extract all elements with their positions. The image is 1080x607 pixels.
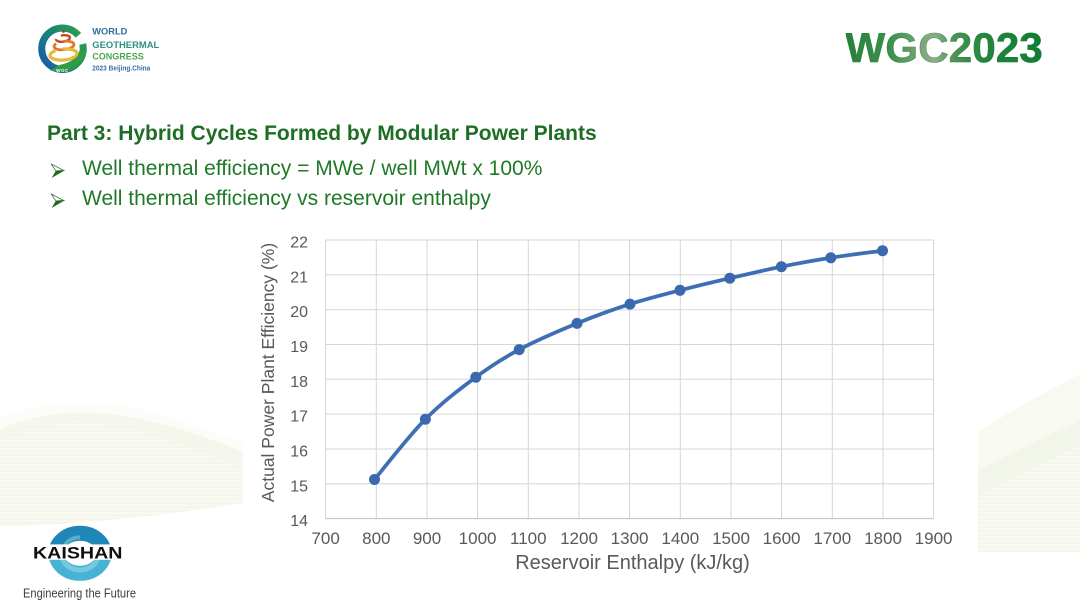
svg-text:800: 800 [362,529,390,548]
svg-text:GEOTHERMAL: GEOTHERMAL [92,40,159,51]
svg-text:900: 900 [413,529,441,548]
svg-text:Engineering the Future: Engineering the Future [23,586,136,601]
svg-text:1800: 1800 [864,529,902,548]
svg-text:16: 16 [290,444,308,461]
svg-text:2023 Beijing.China: 2023 Beijing.China [92,64,151,73]
svg-text:1300: 1300 [611,529,649,548]
svg-text:Actual Power Plant Efficiency: Actual Power Plant Efficiency (%) [258,243,278,502]
svg-text:18: 18 [290,374,308,391]
svg-text:15: 15 [290,478,308,495]
svg-text:1700: 1700 [813,529,851,548]
svg-text:WORLD: WORLD [92,27,128,37]
svg-text:17: 17 [290,409,308,426]
svg-text:1000: 1000 [459,529,497,548]
svg-text:1600: 1600 [763,529,801,548]
svg-text:1200: 1200 [560,529,598,548]
svg-text:1500: 1500 [712,529,750,548]
svg-text:14: 14 [290,513,308,530]
svg-text:19: 19 [290,339,308,356]
svg-text:Reservoir Enthalpy (kJ/kg): Reservoir Enthalpy (kJ/kg) [515,552,750,574]
svg-text:1400: 1400 [661,529,699,548]
svg-text:700: 700 [311,529,339,548]
svg-text:1100: 1100 [510,529,547,548]
svg-text:WGC: WGC [56,68,69,73]
svg-text:22: 22 [290,235,308,252]
svg-text:KAISHAN: KAISHAN [33,544,122,562]
svg-text:20: 20 [290,304,308,321]
svg-text:1900: 1900 [915,529,953,548]
svg-text:CONGRESS: CONGRESS [92,52,144,63]
svg-text:21: 21 [290,269,308,286]
